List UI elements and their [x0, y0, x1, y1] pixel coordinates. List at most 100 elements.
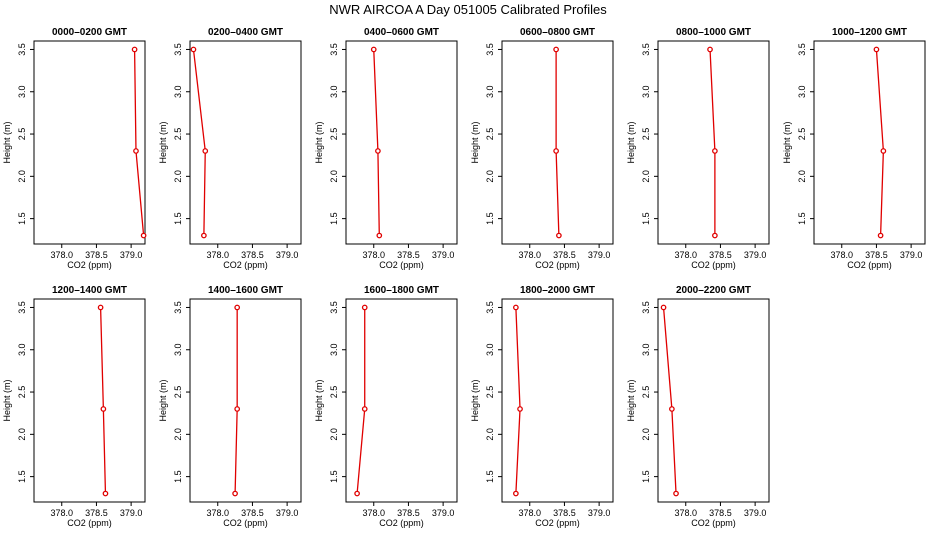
- x-axis-label: CO2 (ppm): [535, 518, 580, 528]
- x-tick-label: 379.0: [744, 508, 767, 518]
- x-tick-label: 378.5: [397, 508, 420, 518]
- y-tick-label: 1.5: [641, 212, 651, 225]
- y-tick-label: 2.0: [17, 428, 27, 441]
- panel: 1000–1200 GMT 378.0 378.5 379.0 1.5 2.0 2.5 3.0…: [782, 27, 926, 270]
- y-tick-label: 3.5: [329, 301, 339, 314]
- y-axis-label: Height (m): [158, 379, 168, 421]
- x-tick-label: 378.0: [206, 508, 229, 518]
- x-tick-label: 378.5: [85, 250, 108, 260]
- y-tick-label: 2.5: [797, 128, 807, 141]
- x-axis-label: CO2 (ppm): [67, 260, 112, 270]
- x-tick-label: 378.5: [865, 250, 888, 260]
- y-tick-label: 2.5: [485, 386, 495, 399]
- y-axis-label: Height (m): [626, 379, 636, 421]
- x-tick-label: 378.0: [674, 508, 697, 518]
- y-axis-label: Height (m): [470, 379, 480, 421]
- plot-frame: [657, 298, 770, 503]
- x-axis-label: CO2 (ppm): [223, 260, 268, 270]
- x-tick-label: 378.0: [50, 508, 73, 518]
- profile-line: [234, 307, 238, 494]
- y-tick-label: 2.0: [485, 428, 495, 441]
- y-axis-label: Height (m): [470, 121, 480, 163]
- x-tick-label: 378.5: [709, 508, 732, 518]
- x-tick-label: 379.0: [588, 508, 611, 518]
- y-tick-label: 3.0: [485, 343, 495, 356]
- profile-line: [373, 49, 380, 236]
- plot-frame: [657, 40, 770, 245]
- y-tick-label: 2.0: [797, 170, 807, 183]
- panel: 1600–1800 GMT 378.0 378.5 379.0 1.5 2.0 2.5 3.0…: [314, 285, 458, 528]
- y-tick-label: 1.5: [17, 212, 27, 225]
- data-point: [513, 304, 519, 311]
- panel-title: 1800–2000 GMT: [520, 285, 595, 296]
- y-tick-label: 2.0: [485, 170, 495, 183]
- plot-frame: [345, 40, 458, 245]
- profile-line: [875, 49, 885, 236]
- x-axis-label: CO2 (ppm): [691, 260, 736, 270]
- panel-title: 2000–2200 GMT: [676, 285, 751, 296]
- panel: 1400–1600 GMT 378.0 378.5 379.0 1.5 2.0 2.5 3.0…: [158, 285, 302, 528]
- y-tick-label: 1.5: [173, 212, 183, 225]
- data-point: [376, 232, 383, 239]
- y-tick-label: 3.5: [641, 301, 651, 314]
- y-tick-label: 2.5: [329, 386, 339, 399]
- data-point: [97, 304, 104, 311]
- x-tick-label: 379.0: [900, 250, 923, 260]
- y-tick-label: 3.5: [17, 43, 27, 56]
- x-axis-label: CO2 (ppm): [847, 260, 892, 270]
- panel-title: 0800–1000 GMT: [676, 27, 751, 38]
- figure-title: NWR AIRCOA A Day 051005 Calibrated Profi…: [329, 2, 607, 17]
- y-tick-label: 3.0: [641, 85, 651, 98]
- x-tick-label: 378.5: [553, 508, 576, 518]
- y-tick-label: 3.5: [17, 301, 27, 314]
- data-point: [660, 304, 667, 311]
- panel: 2000–2200 GMT 378.0 378.5 379.0 1.5 2.0 2.5 3.0…: [626, 285, 770, 528]
- y-tick-label: 3.5: [173, 301, 183, 314]
- x-tick-label: 378.0: [830, 250, 853, 260]
- panel-title: 0400–0600 GMT: [364, 27, 439, 38]
- y-tick-label: 1.5: [485, 470, 495, 483]
- data-point: [673, 490, 679, 497]
- x-axis-label: CO2 (ppm): [691, 518, 736, 528]
- x-axis-label: CO2 (ppm): [223, 518, 268, 528]
- panel: 0600–0800 GMT 378.0 378.5 379.0 1.5 2.0 2.5 3.0…: [470, 27, 614, 270]
- x-tick-label: 378.0: [362, 508, 385, 518]
- y-tick-label: 3.0: [17, 343, 27, 356]
- y-tick-label: 3.5: [485, 43, 495, 56]
- plot-frame: [189, 298, 302, 503]
- data-point: [100, 406, 107, 412]
- profile-line: [662, 307, 677, 494]
- x-tick-label: 378.0: [50, 250, 73, 260]
- profile-line: [709, 49, 716, 236]
- y-axis-label: Height (m): [782, 121, 792, 163]
- profile-line: [133, 49, 145, 236]
- data-point: [234, 406, 241, 412]
- profile-line: [99, 307, 107, 494]
- x-tick-label: 379.0: [432, 508, 455, 518]
- panel: 1800–2000 GMT 378.0 378.5 379.0 1.5 2.0 2.5 3.0…: [470, 285, 614, 528]
- plot-frame: [189, 40, 302, 245]
- data-point: [375, 148, 381, 154]
- y-tick-label: 2.0: [173, 428, 183, 441]
- plot-frame: [33, 40, 146, 245]
- data-point: [669, 406, 675, 412]
- y-tick-label: 3.0: [329, 85, 339, 98]
- data-point: [712, 148, 718, 154]
- data-point: [131, 46, 138, 53]
- y-tick-label: 2.5: [329, 128, 339, 141]
- data-point: [190, 46, 197, 53]
- x-tick-label: 378.0: [518, 508, 541, 518]
- x-tick-label: 378.5: [553, 250, 576, 260]
- y-tick-label: 3.5: [797, 43, 807, 56]
- x-tick-label: 378.0: [518, 250, 541, 260]
- y-axis-label: Height (m): [158, 121, 168, 163]
- y-tick-label: 3.5: [173, 43, 183, 56]
- y-tick-label: 2.5: [17, 386, 27, 399]
- y-axis-label: Height (m): [626, 121, 636, 163]
- y-tick-label: 3.0: [17, 85, 27, 98]
- data-point: [201, 232, 207, 239]
- profile-line: [555, 49, 560, 236]
- x-axis-label: CO2 (ppm): [535, 260, 580, 270]
- y-tick-label: 1.5: [797, 212, 807, 225]
- y-tick-label: 1.5: [485, 212, 495, 225]
